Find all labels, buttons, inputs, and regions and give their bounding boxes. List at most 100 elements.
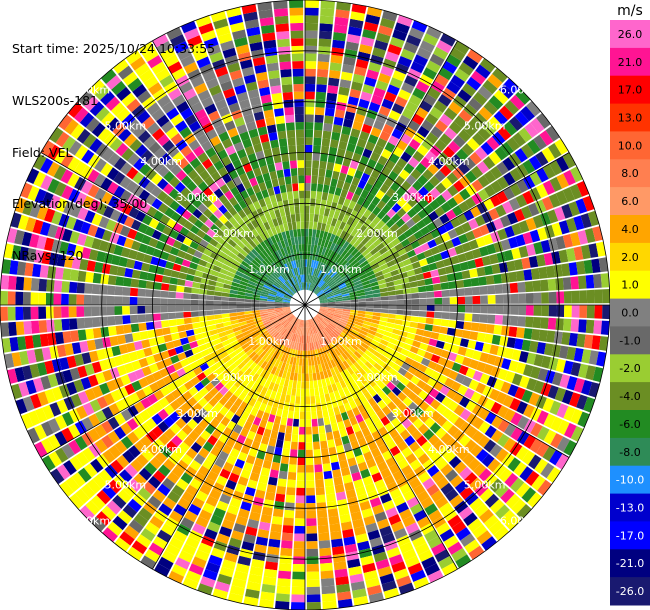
velocity-gate xyxy=(497,405,509,419)
velocity-gate xyxy=(352,120,363,131)
velocity-gate xyxy=(343,340,351,348)
velocity-gate xyxy=(377,279,386,285)
velocity-gate xyxy=(305,205,310,214)
velocity-gate xyxy=(200,253,210,262)
velocity-gate xyxy=(210,10,227,23)
velocity-gate xyxy=(133,473,147,487)
velocity-gate xyxy=(332,32,347,42)
velocity-gate xyxy=(270,317,278,323)
velocity-gate xyxy=(451,236,462,247)
velocity-sectors xyxy=(0,0,610,610)
velocity-gate xyxy=(484,425,497,439)
velocity-gate xyxy=(205,77,219,90)
velocity-gate xyxy=(454,373,466,384)
velocity-gate xyxy=(26,349,37,364)
velocity-gate xyxy=(214,314,223,320)
velocity-gate xyxy=(392,274,401,281)
velocity-gate xyxy=(245,335,254,343)
velocity-gate xyxy=(76,306,85,317)
velocity-gate xyxy=(321,363,327,372)
velocity-gate xyxy=(484,493,500,508)
velocity-gate xyxy=(266,306,275,309)
velocity-gate xyxy=(442,297,450,305)
velocity-gate xyxy=(307,259,310,268)
velocity-gate xyxy=(265,267,273,275)
velocity-gate xyxy=(364,76,377,87)
velocity-gate xyxy=(561,203,573,219)
velocity-gate xyxy=(336,364,344,373)
velocity-gate xyxy=(577,411,590,428)
velocity-gate xyxy=(220,376,230,386)
velocity-gate xyxy=(240,353,249,362)
velocity-gate xyxy=(194,333,204,341)
velocity-gate xyxy=(408,441,421,453)
velocity-gate xyxy=(454,480,469,494)
velocity-gate xyxy=(313,334,317,342)
velocity-gate xyxy=(79,340,89,353)
velocity-gate xyxy=(285,494,295,503)
velocity-gate xyxy=(322,338,328,346)
velocity-gate xyxy=(547,209,559,224)
velocity-gate xyxy=(363,373,372,382)
velocity-gate xyxy=(212,91,225,103)
velocity-gate xyxy=(334,109,345,119)
velocity-gate xyxy=(266,326,275,332)
velocity-gate xyxy=(355,379,364,388)
velocity-gate xyxy=(234,193,244,203)
velocity-gate xyxy=(89,79,105,95)
velocity-gate xyxy=(115,325,125,335)
velocity-gate xyxy=(201,158,213,170)
velocity-gate xyxy=(373,119,385,131)
velocity-gate xyxy=(269,263,276,271)
velocity-gate xyxy=(346,321,355,327)
velocity-gate xyxy=(170,164,182,176)
velocity-gate xyxy=(517,316,526,327)
velocity-gate xyxy=(360,91,372,102)
velocity-gate xyxy=(381,405,392,416)
velocity-gate xyxy=(335,337,343,345)
velocity-gate xyxy=(145,405,157,417)
velocity-gate xyxy=(164,393,176,404)
velocity-gate xyxy=(477,188,490,201)
velocity-gate xyxy=(209,252,219,260)
velocity-gate xyxy=(399,508,413,521)
velocity-gate xyxy=(249,511,261,522)
velocity-gate xyxy=(68,294,77,305)
velocity-gate xyxy=(316,494,326,503)
velocity-gate xyxy=(265,324,273,330)
range-label: 3.00km xyxy=(392,407,434,420)
velocity-gate xyxy=(357,233,366,243)
velocity-gate xyxy=(452,205,463,217)
velocity-gate xyxy=(332,39,346,49)
velocity-gate xyxy=(449,47,466,61)
velocity-gate xyxy=(106,500,122,515)
velocity-gate xyxy=(288,288,295,295)
velocity-gate xyxy=(331,252,338,261)
velocity-gate xyxy=(18,381,30,397)
velocity-gate xyxy=(375,371,385,380)
velocity-gate xyxy=(438,445,451,458)
velocity-gate xyxy=(83,463,98,478)
velocity-gate xyxy=(529,229,541,243)
velocity-gate xyxy=(109,336,119,347)
velocity-gate xyxy=(541,196,554,211)
velocity-gate xyxy=(548,193,561,208)
velocity-gate xyxy=(466,76,482,91)
velocity-gate xyxy=(300,404,305,412)
velocity-gate xyxy=(344,543,358,554)
velocity-gate xyxy=(305,160,312,168)
velocity-gate xyxy=(334,253,341,262)
velocity-gate xyxy=(199,321,208,328)
velocity-gate xyxy=(426,298,435,305)
colorbar-bin xyxy=(610,521,650,550)
velocity-gate xyxy=(263,428,272,438)
velocity-gate xyxy=(343,275,352,282)
velocity-gate xyxy=(399,541,414,554)
velocity-gate xyxy=(291,349,296,358)
velocity-gate xyxy=(298,244,302,252)
velocity-gate xyxy=(400,238,411,248)
velocity-gate xyxy=(312,160,320,169)
velocity-gate xyxy=(167,291,176,299)
velocity-gate xyxy=(464,296,473,304)
velocity-gate xyxy=(287,479,296,488)
